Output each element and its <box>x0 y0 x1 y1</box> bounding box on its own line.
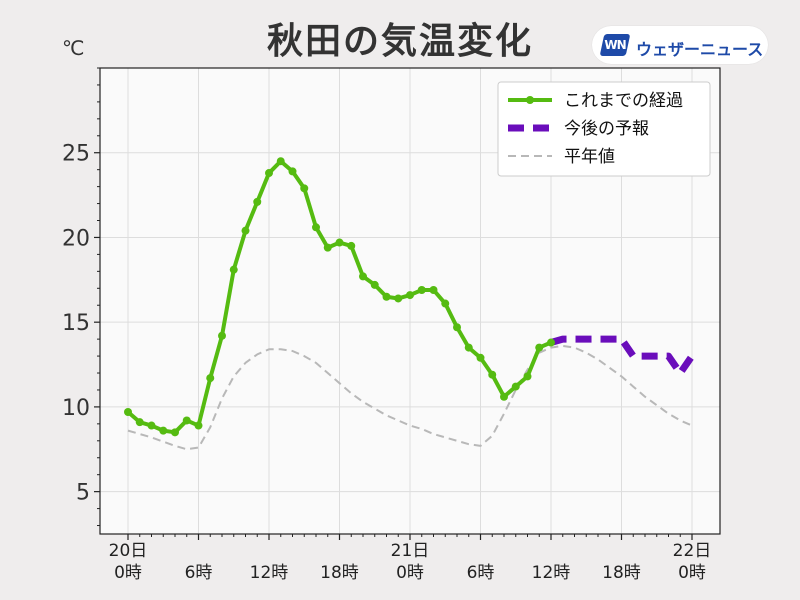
data-point <box>276 157 285 166</box>
data-point <box>335 238 344 247</box>
data-point <box>171 428 179 437</box>
data-point <box>453 323 461 332</box>
weathernews-logo: WN ウェザーニュース <box>592 26 768 64</box>
series-line-2 <box>127 344 693 451</box>
data-point <box>382 292 391 301</box>
legend-label: 今後の予報 <box>564 119 649 139</box>
x-tick-label: 20日 <box>109 541 148 561</box>
weathernews-logo-text: ウェザーニュース <box>636 40 764 59</box>
y-axis-unit: ℃ <box>62 36 85 60</box>
data-point <box>547 338 555 347</box>
x-tick-label: 6時 <box>467 563 495 583</box>
x-tick-label: 12時 <box>532 563 571 583</box>
data-point <box>229 265 238 274</box>
data-point <box>488 370 497 379</box>
x-tick-label: 0時 <box>678 563 706 583</box>
legend-label: これまでの経過 <box>564 91 683 111</box>
data-point <box>523 372 532 381</box>
x-tick-label: 22日 <box>673 541 712 561</box>
data-point <box>464 343 473 352</box>
data-point <box>241 226 250 235</box>
data-point <box>206 374 215 383</box>
legend-box <box>497 81 711 177</box>
data-point <box>359 272 367 281</box>
data-point <box>347 241 356 250</box>
data-point <box>124 407 132 416</box>
data-point <box>182 416 191 425</box>
data-point <box>265 169 273 178</box>
data-point <box>476 353 485 362</box>
data-point <box>312 223 320 232</box>
x-tick-label: 12時 <box>250 563 289 583</box>
chart-title: 秋田の気温変化 <box>266 21 533 62</box>
data-point <box>535 343 544 352</box>
x-tick-label: 18時 <box>602 563 641 583</box>
data-point <box>429 285 438 294</box>
data-point <box>417 285 426 294</box>
legend-label: 平年値 <box>564 147 615 167</box>
y-tick-label: 25 <box>62 142 90 167</box>
x-tick-label: 0時 <box>396 563 424 583</box>
x-tick-label: 18時 <box>320 563 359 583</box>
y-tick-label: 15 <box>62 311 90 336</box>
data-point <box>441 299 450 308</box>
data-point <box>323 243 332 252</box>
y-tick-label: 5 <box>76 481 90 506</box>
data-point <box>135 418 144 427</box>
data-point <box>147 421 156 430</box>
data-point <box>288 167 297 176</box>
y-tick-label: 20 <box>62 226 90 251</box>
legend-marker <box>526 96 534 104</box>
x-tick-label: 21日 <box>391 541 430 561</box>
data-point <box>406 291 414 300</box>
data-point <box>500 392 508 401</box>
x-tick-label: 6時 <box>185 563 213 583</box>
x-tick-label: 0時 <box>114 563 142 583</box>
data-point <box>511 382 520 391</box>
data-point <box>218 331 226 340</box>
data-point <box>370 280 379 289</box>
data-point <box>159 426 168 435</box>
data-point <box>394 294 403 303</box>
series-layer <box>124 157 695 451</box>
y-tick-label: 10 <box>62 396 90 421</box>
data-point <box>300 184 309 193</box>
series-line-1 <box>550 335 695 377</box>
data-point <box>194 421 203 430</box>
data-point <box>253 197 262 206</box>
